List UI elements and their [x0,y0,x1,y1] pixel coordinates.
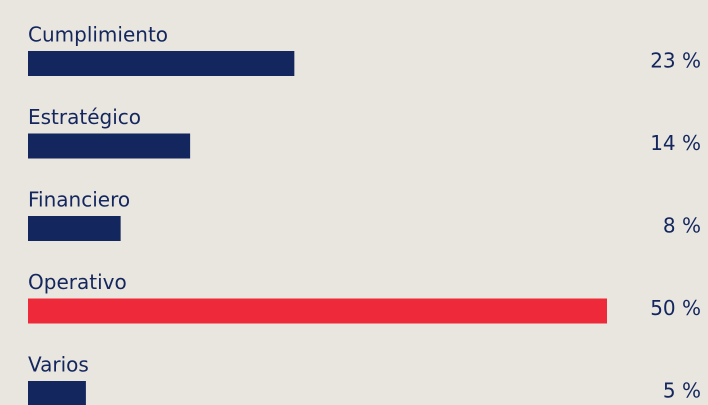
value-label: 50 % [650,296,701,320]
category-label: Varios [28,353,89,377]
value-label: 8 % [663,214,701,238]
value-label: 23 % [650,49,701,73]
category-label: Operativo [28,270,127,294]
bar [28,51,295,76]
category-label: Financiero [28,188,130,212]
category-label: Estratégico [28,105,141,129]
bar [28,298,607,324]
bar [28,216,121,241]
value-label: 5 % [663,379,701,403]
value-label: 14 % [650,131,701,155]
category-label: Cumplimiento [28,23,168,47]
bar [28,381,86,405]
bar [28,133,191,159]
